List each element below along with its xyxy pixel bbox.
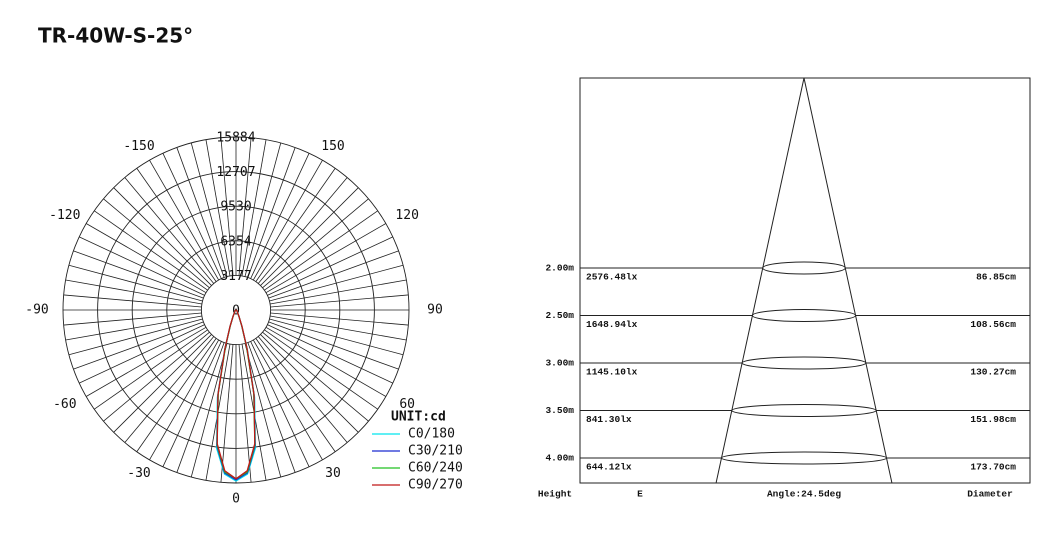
r-tick-label: 0 [232,304,240,319]
height-label: 4.00m [545,453,574,464]
illuminance-label: 1648.94lx [586,319,638,330]
cone-chart: 2.00m 2576.48lx 86.85cm 2.50m 1648.94lx 108.5… [538,77,1031,500]
legend-label: C30/210 [408,444,463,459]
height-label: 3.50m [545,405,574,416]
angle-tick-label: 30 [325,466,341,481]
intensity-curve [216,309,256,480]
cone-edge [803,77,893,484]
r-tick-label: 15884 [216,131,255,146]
polar-chart: 0 3177 6354 9530 12707 15884 -150 -120 -90 -60 -30… [25,131,463,507]
diameter-label: 151.98cm [970,414,1016,425]
beam-ellipse [751,309,857,322]
angle-tick-label: -120 [49,208,80,223]
legend-label: C0/180 [408,427,455,442]
ring [131,205,341,415]
angle-tick-label: -60 [53,397,76,412]
diameter-label: 108.56cm [970,319,1016,330]
diameter-label: 86.85cm [976,272,1016,283]
legend-label: C60/240 [408,461,463,476]
column-header: Diameter [967,489,1013,500]
illuminance-label: 1145.10lx [586,367,638,378]
unit-label: UNIT:cd [391,410,446,425]
legend-label: C90/270 [408,478,463,493]
ring [166,240,306,380]
diameter-label: 173.70cm [970,462,1016,473]
column-header: Height [538,489,572,500]
height-label: 3.00m [545,358,574,369]
angle-tick-label: 60 [399,397,415,412]
beam-ellipse [720,451,888,465]
frame [579,77,1031,484]
cone-edge [715,77,805,484]
angle-label: Angle:24.5deg [767,489,841,500]
angle-tick-label: 120 [395,208,418,223]
illuminance-label: 841.30lx [586,414,632,425]
r-tick-label: 6354 [220,234,251,249]
angle-tick-label: 0 [232,492,240,507]
angle-tick-label: 150 [321,139,344,154]
beam-ellipse [762,261,846,275]
ring [62,136,410,484]
illuminance-label: 2576.48lx [586,272,638,283]
column-header: E [637,489,643,500]
r-tick-label: 12707 [216,165,255,180]
angle-tick-label: 90 [427,303,443,318]
illuminance-label: 644.12lx [586,462,632,473]
angle-tick-label: -90 [25,303,48,318]
angle-tick-label: -30 [127,466,150,481]
diameter-label: 130.27cm [970,367,1016,378]
angle-tick-label: -150 [123,139,154,154]
beam-ellipse [741,356,867,370]
beam-ellipse [731,404,877,417]
r-tick-label: 3177 [220,269,251,284]
height-label: 2.00m [545,263,574,274]
ring [97,171,375,449]
page-title: TR-40W-S-25° [38,24,193,48]
r-tick-label: 9530 [220,200,251,215]
height-label: 2.50m [545,310,574,321]
